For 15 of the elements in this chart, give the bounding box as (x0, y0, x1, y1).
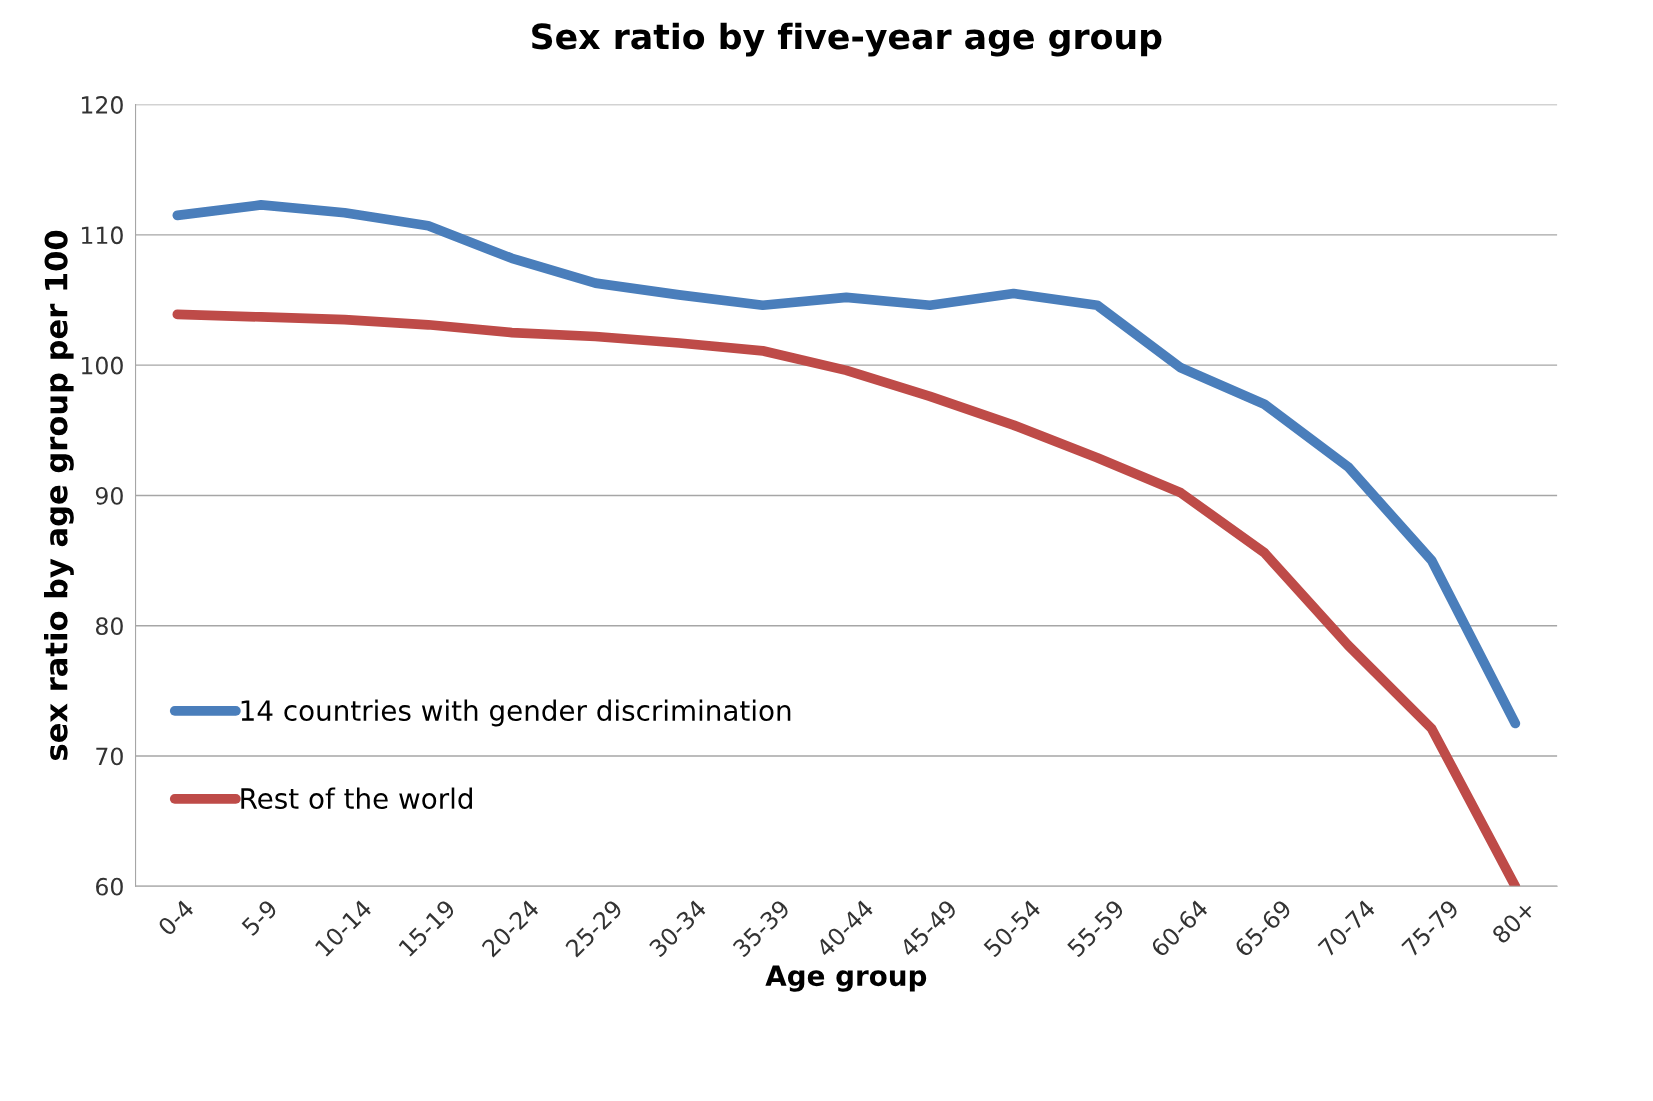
y-axis-title: sex ratio by age group per 100 (44, 230, 74, 760)
x-tick-label: 80+ (1491, 899, 1536, 945)
y-tick-label: 70 (96, 747, 123, 766)
x-tick-label: 5-9 (240, 898, 279, 937)
y-tick-label: 60 (96, 877, 123, 896)
x-axis-title: Age group (765, 965, 927, 992)
chart-title: Sex ratio by five-year age group (532, 22, 1162, 57)
y-tick-label: 120 (81, 96, 123, 114)
y-tick-label: 110 (81, 226, 123, 245)
y-tick-label: 100 (81, 356, 123, 375)
legend-label: Rest of the world (241, 787, 472, 810)
legend-label: 14 countries with gender discrimination (241, 699, 791, 727)
y-tick-label: 80 (95, 617, 123, 636)
x-tick-label: 0-4 (157, 898, 195, 937)
y-tick-label: 90 (95, 486, 123, 505)
